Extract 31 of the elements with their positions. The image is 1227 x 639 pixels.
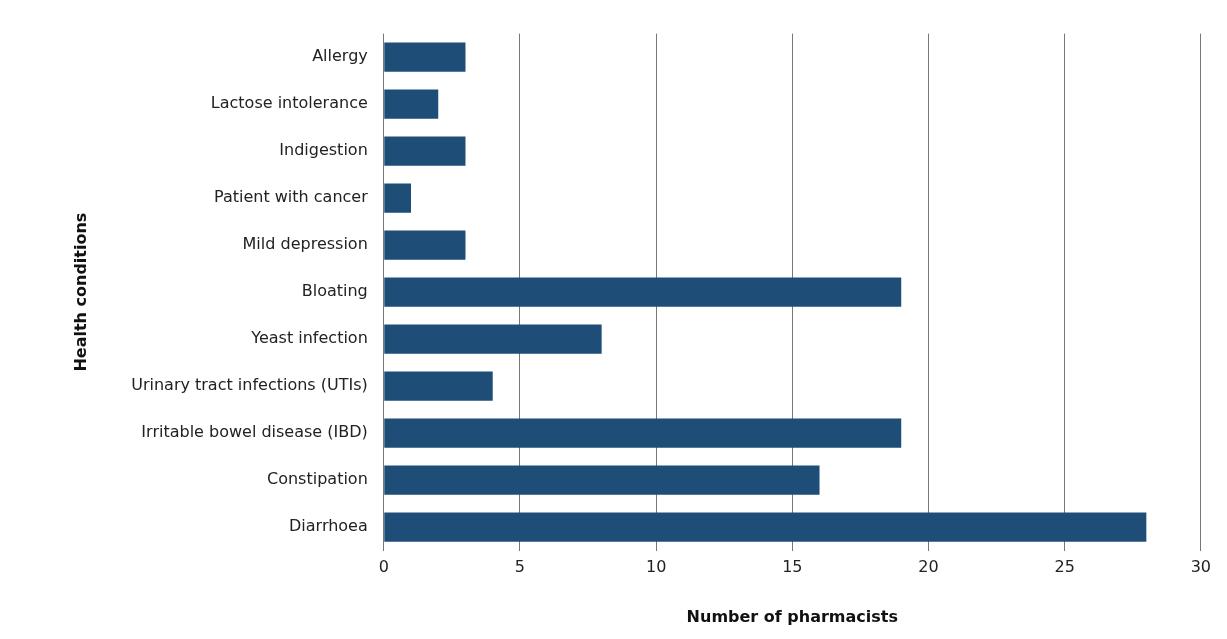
y-tick-label: Yeast infection (250, 328, 368, 348)
y-axis-title: Health conditions (70, 212, 90, 372)
x-tick-label: 5 (514, 557, 526, 577)
y-tick-label: Mild depression (242, 234, 368, 254)
y-tick-label: Lactose intolerance (210, 93, 368, 113)
x-tick-label: 15 (782, 557, 803, 577)
bar (384, 89, 439, 119)
bar (384, 512, 1147, 542)
y-tick-label: Patient with cancer (213, 187, 369, 207)
x-tick-label: 25 (1054, 557, 1075, 577)
bar (384, 324, 602, 354)
y-tick-label: Indigestion (279, 140, 368, 160)
bar (384, 465, 820, 495)
bar (384, 418, 902, 448)
bar (384, 277, 902, 307)
x-tick-label: 30 (1190, 557, 1211, 577)
y-tick-label: Irritable bowel disease (IBD) (141, 422, 368, 442)
y-tick-label: Bloating (301, 281, 368, 301)
x-axis-title: Number of pharmacists (686, 606, 898, 626)
y-tick-label: Urinary tract infections (UTIs) (131, 375, 368, 395)
bar (384, 42, 466, 72)
bar (384, 183, 412, 213)
x-tick-label: 0 (378, 557, 389, 577)
bar (384, 371, 493, 401)
bar (384, 230, 466, 260)
y-tick-label: Allergy (312, 46, 368, 66)
x-tick-label: 10 (645, 557, 667, 577)
bar (384, 136, 466, 166)
x-tick-label: 20 (918, 557, 939, 577)
y-tick-label: Constipation (267, 469, 368, 489)
y-tick-label: Diarrhoea (289, 516, 368, 536)
